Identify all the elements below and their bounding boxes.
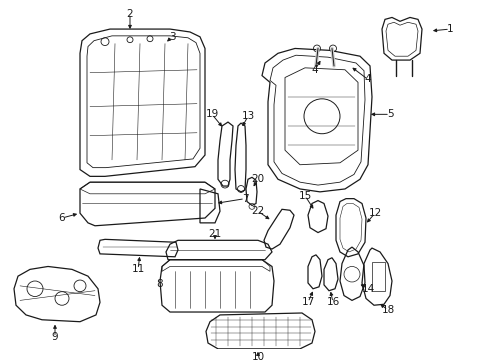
Text: 4: 4 [364, 75, 370, 85]
Text: 9: 9 [52, 332, 58, 342]
Text: 18: 18 [381, 305, 394, 315]
Text: 4: 4 [311, 65, 318, 75]
Text: 16: 16 [325, 297, 339, 307]
Text: 7: 7 [241, 194, 248, 204]
Text: 12: 12 [367, 208, 381, 218]
Text: 5: 5 [386, 109, 392, 120]
Text: 19: 19 [205, 109, 218, 120]
Text: 21: 21 [208, 229, 221, 239]
Text: 6: 6 [59, 213, 65, 223]
Text: 11: 11 [131, 264, 144, 274]
Text: 17: 17 [301, 297, 314, 307]
Text: 8: 8 [156, 279, 163, 289]
Text: 2: 2 [126, 9, 133, 19]
Text: 10: 10 [251, 352, 264, 360]
Text: 20: 20 [251, 174, 264, 184]
Text: 3: 3 [168, 32, 175, 42]
Text: 15: 15 [298, 191, 311, 201]
Text: 1: 1 [446, 24, 452, 34]
Text: 13: 13 [241, 111, 254, 121]
Text: 14: 14 [361, 284, 374, 294]
Text: 22: 22 [251, 206, 264, 216]
